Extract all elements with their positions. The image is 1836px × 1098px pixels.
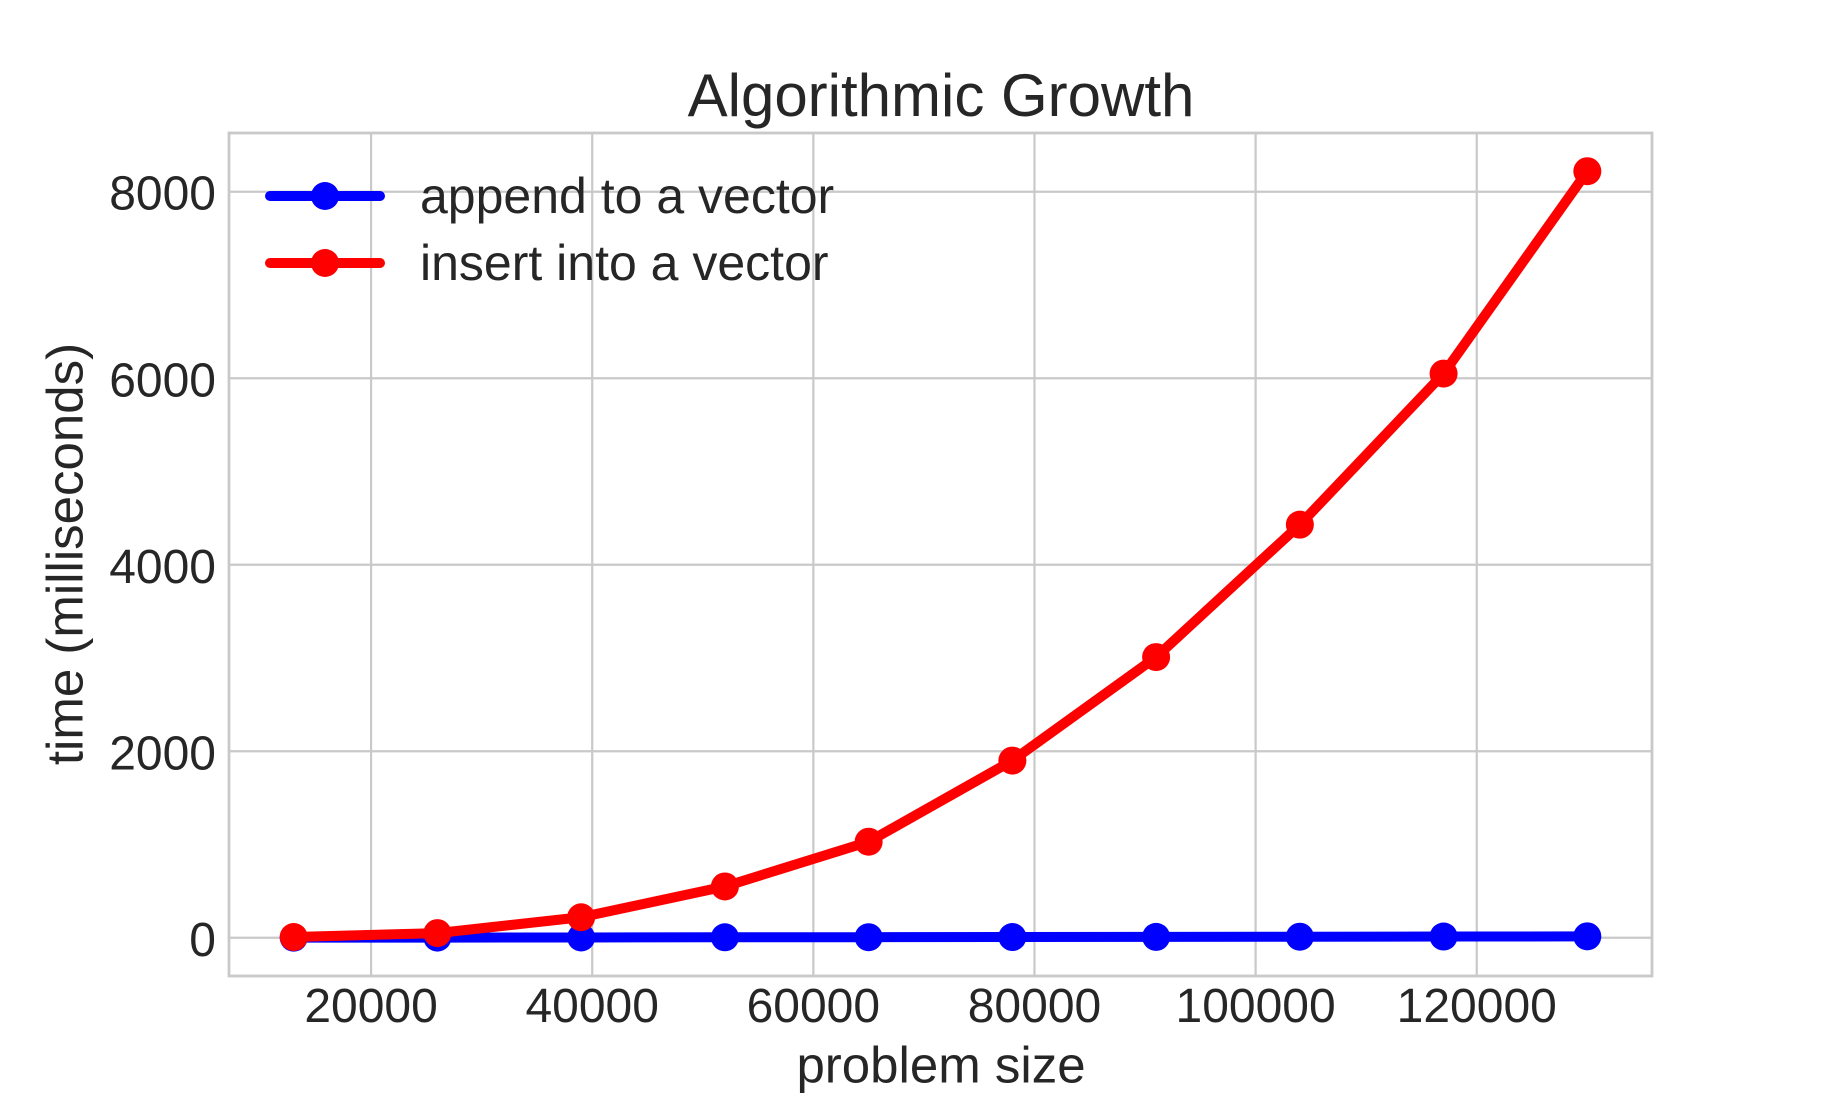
data-point-marker bbox=[854, 923, 883, 952]
x-tick-label: 100000 bbox=[1176, 980, 1336, 1033]
y-tick-label: 6000 bbox=[109, 354, 216, 407]
data-point-marker bbox=[1285, 922, 1314, 951]
legend-sample-marker bbox=[311, 249, 339, 277]
data-point-marker bbox=[710, 872, 739, 901]
data-point-marker bbox=[1142, 643, 1171, 672]
data-point-marker bbox=[710, 923, 739, 952]
data-point-marker bbox=[423, 919, 452, 948]
x-axis-label: problem size bbox=[796, 1036, 1086, 1094]
data-point-marker bbox=[567, 903, 596, 932]
x-tick-label: 120000 bbox=[1397, 980, 1557, 1033]
y-tick-label: 2000 bbox=[109, 727, 216, 780]
tick-labels: 20000 40000 60000 80000 100000 120000 0 2000 400… bbox=[109, 168, 1557, 1033]
data-point-marker bbox=[1429, 359, 1458, 388]
data-point-marker bbox=[998, 923, 1027, 952]
legend-sample-marker bbox=[311, 182, 339, 210]
series-line bbox=[288, 166, 1593, 943]
x-tick-label: 20000 bbox=[304, 980, 437, 1033]
axes-spines bbox=[227, 131, 1654, 978]
y-axis-label: time (milliseconds) bbox=[36, 342, 94, 766]
legend bbox=[265, 182, 385, 277]
data-point-marker bbox=[1573, 157, 1602, 186]
y-tick-label: 8000 bbox=[109, 168, 216, 221]
series-line bbox=[288, 931, 1593, 943]
data-point-marker bbox=[279, 923, 308, 952]
y-tick-label: 0 bbox=[189, 914, 216, 967]
data-point-marker bbox=[1573, 922, 1602, 951]
x-tick-label: 80000 bbox=[968, 980, 1101, 1033]
series-insert bbox=[279, 157, 1602, 952]
data-point-marker bbox=[1285, 510, 1314, 539]
legend-label-insert: insert into a vector bbox=[420, 235, 829, 291]
data-point-marker bbox=[1429, 922, 1458, 951]
y-tick-label: 4000 bbox=[109, 541, 216, 594]
chart-title: Algorithmic Growth bbox=[687, 62, 1195, 129]
x-tick-label: 60000 bbox=[747, 980, 880, 1033]
data-point-marker bbox=[998, 746, 1027, 775]
data-point-marker bbox=[567, 923, 596, 952]
data-point-marker bbox=[1142, 922, 1171, 951]
data-point-marker bbox=[854, 827, 883, 856]
x-tick-label: 40000 bbox=[525, 980, 658, 1033]
legend-label-append: append to a vector bbox=[420, 168, 835, 224]
